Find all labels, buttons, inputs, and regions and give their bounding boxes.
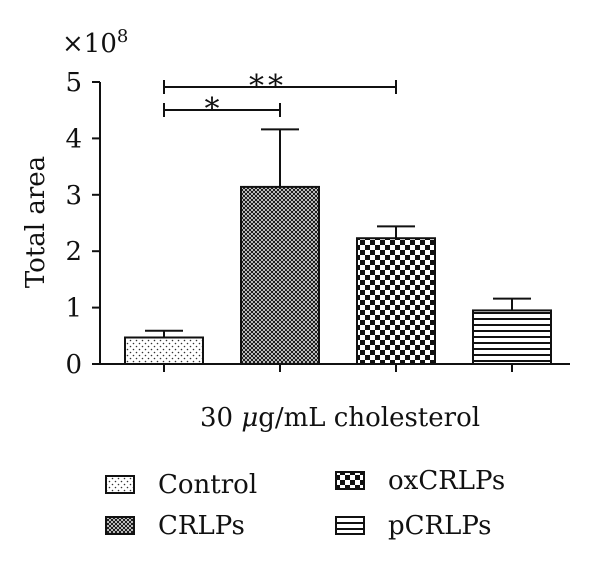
significance-label: * [205,92,224,127]
legend-label: Control [158,470,257,500]
legend-swatch [105,475,135,494]
legend-label: pCRLPs [388,511,492,541]
bar-pcrlps [472,309,552,366]
legend-label: oxCRLPs [388,466,505,496]
y-tick-label: 3 [65,181,82,211]
bar-oxcrlps [356,237,436,365]
legend-label: CRLPs [158,511,245,541]
legend-swatch [105,516,135,535]
y-exponent: 8 [117,26,128,47]
legend-swatch [335,516,365,535]
y-tick-label: 4 [65,124,82,154]
bar-control [124,336,204,366]
y-axis-title: Total area [21,156,51,288]
y-multiplier-label: ×108 [62,26,128,59]
y-tick-label: 1 [65,294,82,324]
y-tick-label: 5 [65,68,82,98]
legend-swatch [335,471,365,490]
y-tick-label: 0 [65,350,82,380]
x-axis-title: 30 μg/mL cholesterol [200,403,480,433]
bar-crlps [240,185,320,365]
y-tick-label: 2 [65,237,82,267]
significance-label: ** [249,69,287,104]
